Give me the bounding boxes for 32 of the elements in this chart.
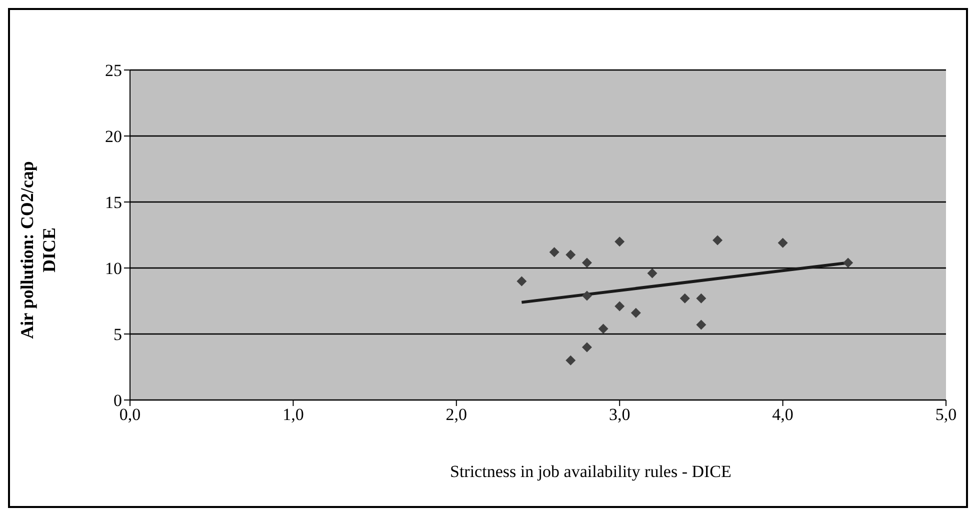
point (614, 301, 625, 312)
point (647, 268, 658, 278)
point (566, 250, 576, 260)
point (598, 324, 608, 334)
point (696, 320, 706, 330)
x-tick-label: 2,0 (446, 405, 468, 424)
x-tick-label: 3,0 (608, 405, 630, 424)
point (843, 258, 854, 268)
x-tick-label: 5,0 (935, 405, 957, 424)
y-tick-label: 15 (105, 193, 122, 212)
y-tick-label: 5 (114, 325, 122, 344)
point (630, 308, 641, 318)
point (582, 290, 592, 301)
y-tick-label: 20 (105, 127, 122, 146)
point (582, 342, 592, 352)
point (516, 276, 527, 286)
x-tick-label: 0,0 (119, 405, 141, 424)
point (566, 355, 576, 366)
point (778, 238, 788, 248)
point (582, 258, 592, 268)
point (614, 236, 625, 247)
y-axis-title: Air pollution: CO2/cap DICE (16, 161, 60, 339)
y-tick-label: 0 (114, 391, 122, 410)
point (696, 293, 706, 304)
x-axis-title: Strictness in job availability rules - DICE (450, 462, 732, 482)
point (680, 293, 690, 304)
point (549, 247, 560, 258)
point (712, 235, 723, 246)
x-tick-label: 1,0 (282, 405, 304, 424)
y-tick-label: 10 (105, 259, 122, 278)
y-tick-label: 25 (105, 61, 122, 80)
x-tick-label: 4,0 (772, 405, 794, 424)
